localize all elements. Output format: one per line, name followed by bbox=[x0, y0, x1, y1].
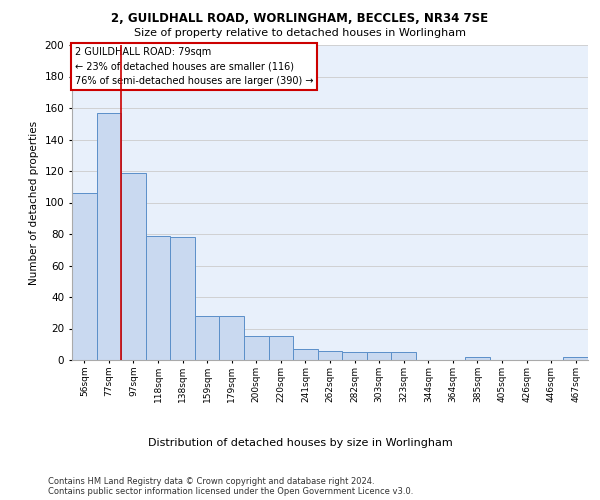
Bar bbox=[195, 316, 220, 360]
Bar bbox=[121, 172, 146, 360]
Text: 2 GUILDHALL ROAD: 79sqm
← 23% of detached houses are smaller (116)
76% of semi-d: 2 GUILDHALL ROAD: 79sqm ← 23% of detache… bbox=[74, 46, 313, 86]
Bar bbox=[97, 112, 121, 360]
Bar bbox=[72, 193, 97, 360]
Bar bbox=[563, 357, 588, 360]
Bar bbox=[342, 352, 367, 360]
Bar bbox=[367, 352, 391, 360]
Bar bbox=[465, 357, 490, 360]
Bar bbox=[244, 336, 269, 360]
Text: Contains public sector information licensed under the Open Government Licence v3: Contains public sector information licen… bbox=[48, 487, 413, 496]
Bar bbox=[146, 236, 170, 360]
Bar bbox=[269, 336, 293, 360]
Text: Contains HM Land Registry data © Crown copyright and database right 2024.: Contains HM Land Registry data © Crown c… bbox=[48, 477, 374, 486]
Bar bbox=[293, 349, 318, 360]
Text: 2, GUILDHALL ROAD, WORLINGHAM, BECCLES, NR34 7SE: 2, GUILDHALL ROAD, WORLINGHAM, BECCLES, … bbox=[112, 12, 488, 26]
Text: Distribution of detached houses by size in Worlingham: Distribution of detached houses by size … bbox=[148, 438, 452, 448]
Bar bbox=[318, 350, 342, 360]
Bar bbox=[170, 237, 195, 360]
Text: Size of property relative to detached houses in Worlingham: Size of property relative to detached ho… bbox=[134, 28, 466, 38]
Y-axis label: Number of detached properties: Number of detached properties bbox=[29, 120, 39, 284]
Bar bbox=[391, 352, 416, 360]
Bar bbox=[220, 316, 244, 360]
